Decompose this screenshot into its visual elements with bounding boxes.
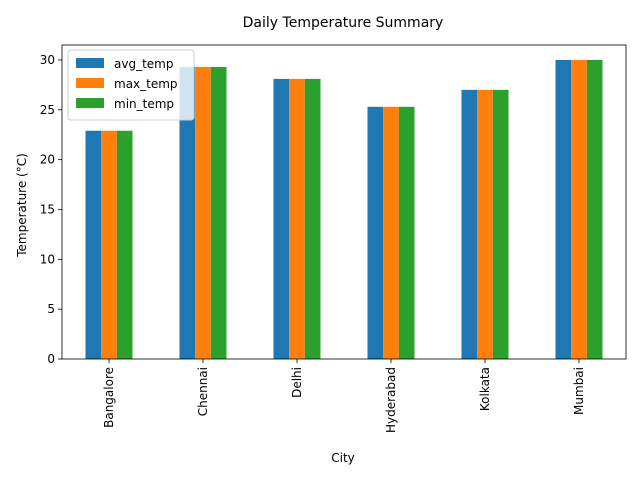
y-axis-label: Temperature (°C) <box>15 153 29 258</box>
y-tick-label: 15 <box>40 202 55 216</box>
x-tick-label: Bangalore <box>102 367 116 428</box>
chart-title: Daily Temperature Summary <box>243 15 444 31</box>
legend: avg_temp max_temp min_temp <box>67 49 195 121</box>
bar-min_temp-mumbai <box>586 59 603 359</box>
axes-layer: Bangalore Chennai Delhi Hyderabad Kolkata Mum… <box>40 44 627 433</box>
bar-min_temp-delhi <box>304 78 321 360</box>
plot-frame <box>61 44 627 360</box>
bar-max_temp-hyderabad <box>383 106 399 359</box>
bars-layer <box>85 59 603 360</box>
y-tick-label: 25 <box>40 103 55 117</box>
legend-label-max_temp: max_temp <box>114 77 178 91</box>
bar-min_temp-chennai <box>210 66 227 359</box>
bar-max_temp-kolkata <box>477 89 493 359</box>
x-tick-label: Delhi <box>290 367 304 398</box>
y-tick-label: 20 <box>40 153 55 167</box>
legend-label-min_temp: min_temp <box>114 97 174 111</box>
y-tick-label: 10 <box>40 252 55 266</box>
x-tick-label: Kolkata <box>478 367 492 411</box>
x-tick-label: Chennai <box>196 367 210 416</box>
bar-max_temp-mumbai <box>571 59 587 359</box>
legend-label-avg_temp: avg_temp <box>114 57 173 71</box>
legend-swatch-avg_temp <box>76 58 104 68</box>
bar-max_temp-chennai <box>195 66 211 359</box>
x-tick-label: Hyderabad <box>384 367 398 433</box>
bar-min_temp-bangalore <box>116 130 133 359</box>
bar-avg_temp-mumbai <box>555 59 572 359</box>
bar-max_temp-delhi <box>289 78 305 360</box>
bar-avg_temp-chennai <box>179 66 196 359</box>
bar-avg_temp-bangalore <box>85 130 102 359</box>
legend-swatch-min_temp <box>76 98 104 108</box>
y-tick-label: 5 <box>47 302 55 316</box>
bar-avg_temp-hyderabad <box>367 106 384 359</box>
bar-min_temp-hyderabad <box>398 106 415 359</box>
legend-swatch-max_temp <box>76 78 104 88</box>
x-tick-label: Mumbai <box>572 367 586 415</box>
labels-layer: Daily Temperature Summary City Temperatu… <box>15 15 443 465</box>
bar-avg_temp-kolkata <box>461 89 478 359</box>
bar-min_temp-kolkata <box>492 89 509 359</box>
y-tick-label: 0 <box>47 352 55 366</box>
bar-max_temp-bangalore <box>101 130 117 359</box>
bar-avg_temp-delhi <box>273 78 290 360</box>
y-tick-label: 30 <box>40 53 55 67</box>
x-axis-label: City <box>331 451 355 465</box>
